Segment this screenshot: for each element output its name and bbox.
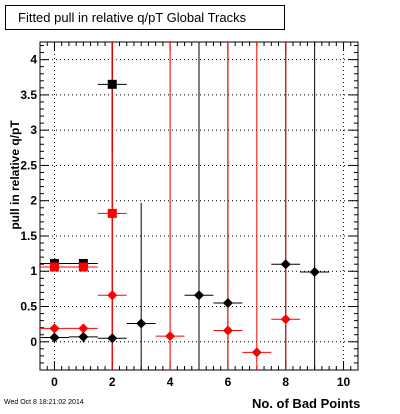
diamond-marker [49, 323, 60, 334]
y-tick-label: 2 [30, 194, 37, 208]
diamond-marker [222, 325, 233, 336]
x-tick-label: 0 [51, 375, 58, 389]
y-tick-label: 3 [30, 123, 37, 137]
y-tick-label: 0.5 [20, 300, 37, 314]
y-tick-label: 2.5 [20, 158, 37, 172]
y-tick-label: 4 [30, 53, 37, 67]
x-axis-label: No. of Bad Points [252, 396, 361, 411]
y-axis-label: pull in relative q/pT [8, 120, 22, 230]
y-tick-label: 3.5 [20, 88, 37, 102]
square-marker [107, 208, 117, 218]
y-tick-label: 1 [30, 264, 37, 278]
tick-labels: 0 2 4 6 8 10 0 0.5 1 1.5 2 2.5 3 3.5 4 [20, 53, 350, 389]
y-tick-label: 0 [30, 335, 37, 349]
diamond-marker [309, 266, 320, 277]
diamond-marker [49, 332, 60, 343]
diamond-marker [251, 347, 262, 358]
diamond-marker [280, 314, 291, 325]
x-tick-label: 2 [109, 375, 116, 389]
diamond-marker [165, 331, 176, 342]
square-marker [49, 262, 59, 272]
diamond-marker [78, 331, 89, 342]
x-tick-label: 10 [337, 375, 351, 389]
timestamp: Wed Oct 8 18:21:02 2014 [4, 399, 84, 406]
x-tick-label: 8 [282, 375, 289, 389]
diamond-marker [107, 290, 118, 301]
x-tick-label: 6 [225, 375, 232, 389]
square-marker [78, 262, 88, 272]
square-marker [107, 79, 117, 89]
error-bars [40, 42, 330, 370]
diamond-marker [78, 323, 89, 334]
chart-title: Fitted pull in relative q/pT Global Trac… [5, 5, 285, 30]
x-tick-label: 4 [167, 375, 174, 389]
diamond-marker [136, 318, 147, 329]
diamond-marker [222, 297, 233, 308]
diamond-marker [280, 259, 291, 270]
diamond-marker [107, 333, 118, 344]
markers [49, 79, 320, 358]
y-tick-label: 1.5 [20, 229, 37, 243]
diamond-marker [194, 290, 204, 301]
